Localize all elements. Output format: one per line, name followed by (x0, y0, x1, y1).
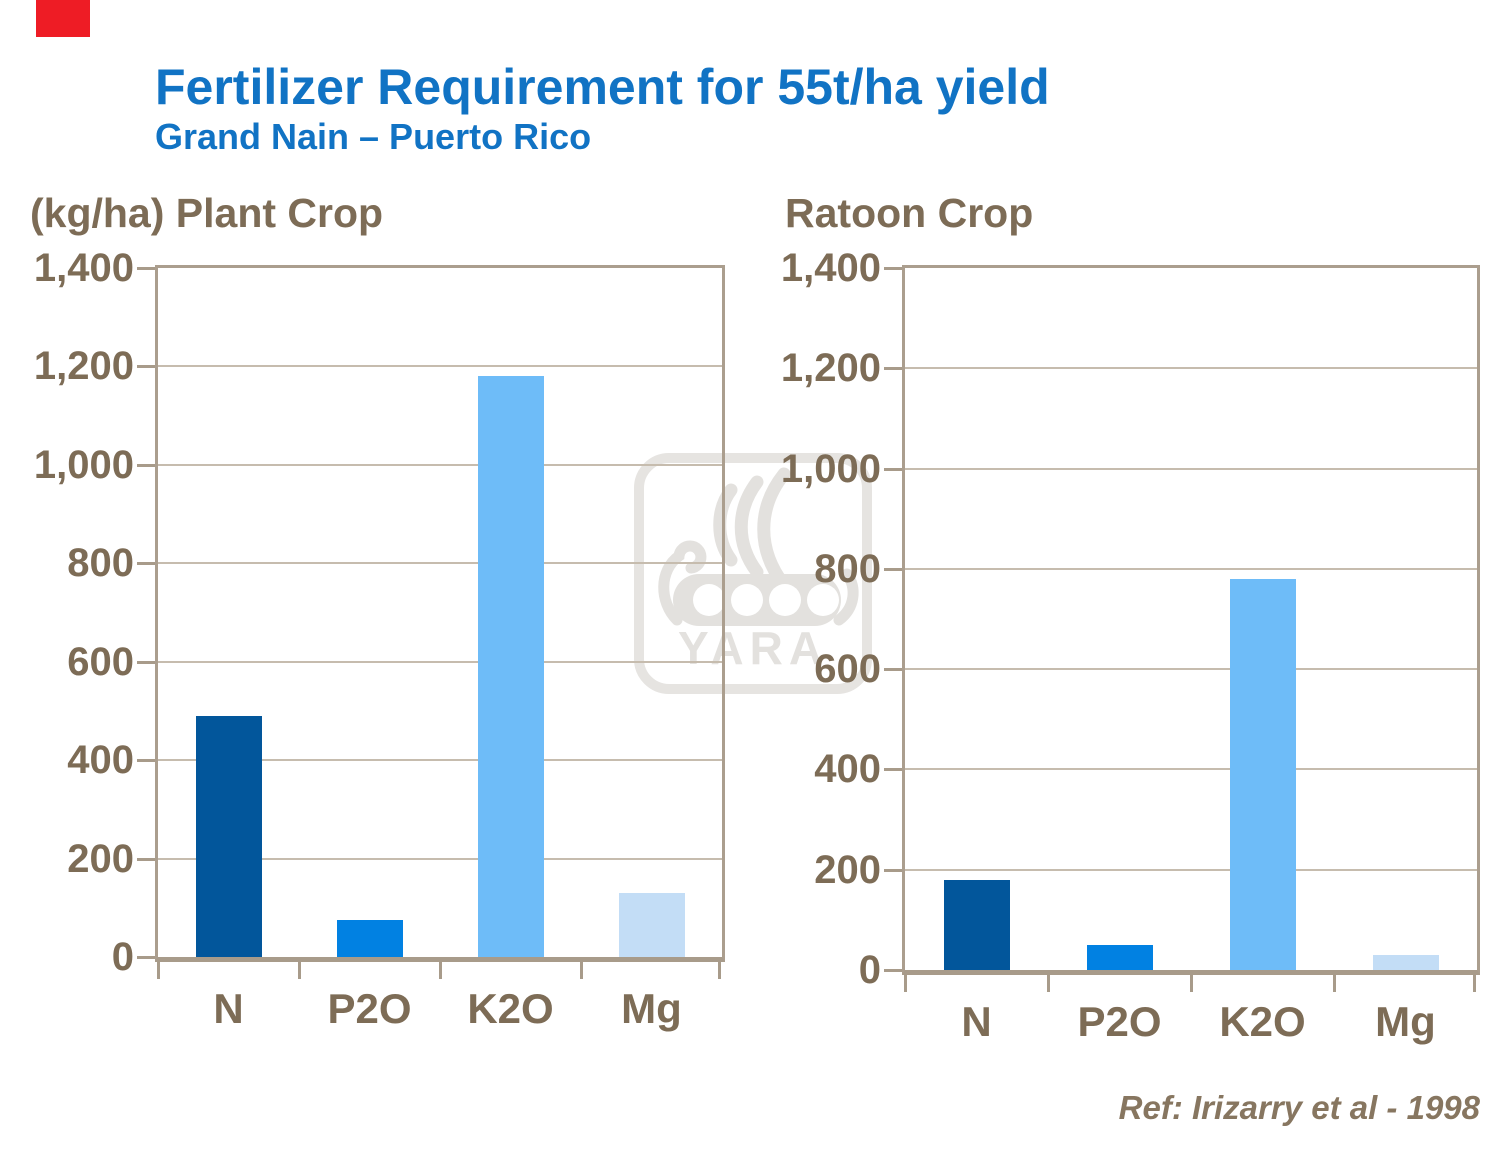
bar-K2O (477, 376, 544, 957)
y-axis-label: 200 (814, 847, 881, 892)
gridline (905, 367, 1477, 370)
bar-N (195, 715, 262, 957)
x-axis-tick (718, 962, 721, 979)
y-axis-tick (137, 759, 155, 763)
red-accent-bar (36, 0, 90, 37)
page-subtitle: Grand Nain – Puerto Rico (155, 116, 592, 157)
gridline (905, 567, 1477, 570)
bar-Mg (618, 893, 685, 957)
y-axis-tick (884, 969, 902, 972)
y-axis-tick (884, 768, 902, 772)
y-axis-tick (884, 567, 902, 571)
x-axis-label-N: N (213, 985, 244, 1032)
y-axis-tick (884, 267, 902, 270)
y-axis-label: 800 (67, 541, 134, 586)
gridline (905, 467, 1477, 470)
bar-P2O (1086, 944, 1153, 970)
x-axis-tick (1333, 975, 1336, 992)
bar-K2O (1229, 578, 1296, 970)
x-axis-label-Mg: Mg (1375, 998, 1436, 1045)
x-axis-tick (439, 962, 442, 979)
y-axis-tick (884, 367, 902, 371)
gridline (158, 365, 722, 368)
y-axis-label: 600 (67, 639, 134, 684)
y-axis-tick (884, 868, 902, 872)
y-axis-tick (137, 857, 155, 861)
y-axis-label: 1,200 (780, 346, 881, 391)
gridline (905, 768, 1477, 771)
x-axis-tick (157, 962, 160, 979)
yara-watermark: YARA (633, 452, 873, 695)
y-axis-tick (137, 463, 155, 467)
y-axis-label: 1,200 (33, 344, 134, 389)
gridline (905, 868, 1477, 871)
y-axis-tick (137, 660, 155, 664)
y-axis-label: 0 (111, 935, 134, 979)
y-axis-label: 400 (814, 747, 881, 792)
x-axis-label-K2O: K2O (467, 985, 554, 1032)
x-axis-label-P2O: P2O (1077, 998, 1162, 1045)
x-axis-tick (298, 962, 301, 979)
y-axis-tick (137, 562, 155, 566)
gridline (158, 759, 722, 762)
x-axis-label-K2O: K2O (1219, 998, 1306, 1045)
y-axis-tick (884, 668, 902, 672)
y-axis-label: 1,000 (780, 446, 881, 491)
reference-text: Ref: Irizarry et al - 1998 (1118, 1089, 1480, 1126)
viking-ship-icon: YARA (634, 453, 872, 694)
x-axis-tick (1473, 975, 1476, 992)
ratoon-crop-chart-title: Ratoon Crop (785, 190, 1034, 236)
plant-crop-chart: 0 200 400 600 800 1,000 1,200 1,400 N P2O K2O Mg (34, 247, 725, 1032)
y-axis-label: 1,400 (33, 246, 134, 290)
bar-P2O (336, 920, 403, 957)
y-axis-tick (137, 365, 155, 369)
y-axis-label: 200 (67, 836, 134, 881)
watermark-label: YARA (678, 622, 828, 674)
bar-N (943, 879, 1010, 970)
gridline (158, 562, 722, 565)
y-axis-label: 800 (814, 546, 881, 591)
x-axis-tick (1047, 975, 1050, 992)
y-axis-label: 1,400 (780, 246, 881, 290)
y-axis-tick (137, 956, 155, 959)
page-title: Fertilizer Requirement for 55t/ha yield (155, 59, 1050, 115)
y-axis-label: 0 (858, 948, 881, 992)
x-axis-tick (1190, 975, 1193, 992)
gridline (158, 463, 722, 466)
y-axis-label: 400 (67, 738, 134, 783)
gridline (158, 857, 722, 860)
bar-Mg (1372, 954, 1439, 970)
gridline (905, 668, 1477, 671)
x-axis-tick (904, 975, 907, 992)
plant-crop-chart-title: (kg/ha) Plant Crop (30, 190, 384, 236)
ratoon-crop-chart: 0 200 400 600 800 1,000 1,200 1,400 N P2O K2O Mg (781, 247, 1480, 1045)
x-axis-label-P2O: P2O (327, 985, 412, 1032)
y-axis-tick (137, 267, 155, 270)
gridline (158, 660, 722, 663)
x-axis-tick (580, 962, 583, 979)
y-axis-label: 600 (814, 647, 881, 692)
x-axis-label-N: N (961, 998, 992, 1045)
y-axis-label: 1,000 (33, 442, 134, 487)
y-axis-tick (884, 467, 902, 471)
x-axis-label-Mg: Mg (621, 985, 682, 1032)
